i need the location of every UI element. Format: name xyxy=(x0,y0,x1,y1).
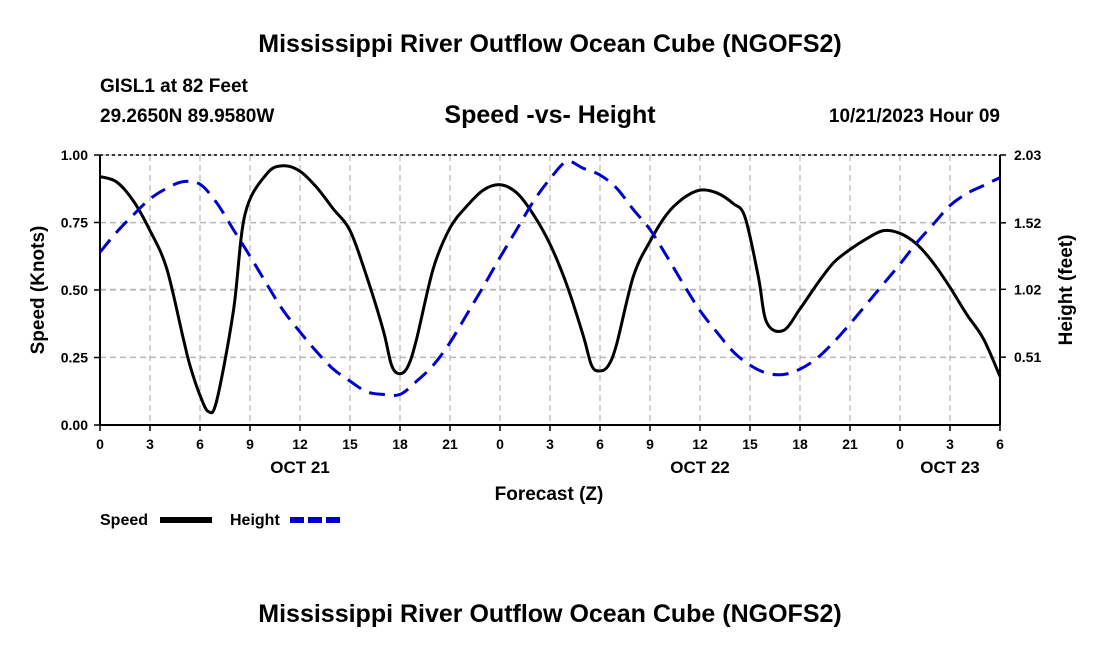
x-tick-label: 0 xyxy=(496,436,504,452)
x-tick-label: 6 xyxy=(596,436,604,452)
x-tick-label: 3 xyxy=(946,436,954,452)
speed-height-chart: 0 3 6 9 12 15 18 21 0 3 6 9 12 15 18 21 0 3 6 OCT 21 OCT 22 O… xyxy=(28,147,1077,529)
x-date-label: OCT 22 xyxy=(670,458,730,477)
x-tick-label: 6 xyxy=(996,436,1004,452)
x-tick-label: 18 xyxy=(392,436,408,452)
x-tick-label: 0 xyxy=(96,436,104,452)
x-tick-label: 9 xyxy=(646,436,654,452)
y2-tick-label: 2.03 xyxy=(1014,147,1041,163)
chart-title: Speed -vs- Height xyxy=(444,101,656,129)
speed-series-line xyxy=(99,164,1002,415)
x-tick-label: 3 xyxy=(546,436,554,452)
location-label: 29.2650N 89.9580W xyxy=(100,106,275,127)
x-tick-label: 12 xyxy=(692,436,708,452)
x-tick-label: 21 xyxy=(442,436,458,452)
y-axis-label: Speed (Knots) xyxy=(28,226,49,355)
y2-tick-label: 1.52 xyxy=(1014,215,1041,231)
x-tick-label: 15 xyxy=(742,436,758,452)
datetime-label: 10/21/2023 Hour 09 xyxy=(828,106,1000,127)
x-axis-label: Forecast (Z) xyxy=(495,484,604,505)
y2-tick-label: 0.51 xyxy=(1014,349,1041,365)
y2-axis-label: Height (feet) xyxy=(1056,235,1077,346)
x-tick-label: 6 xyxy=(196,436,204,452)
axis-layer: 0 3 6 9 12 15 18 21 0 3 6 9 12 15 18 21 0 3 6 OCT 21 OCT 22 O… xyxy=(61,147,1042,477)
x-tick-label: 0 xyxy=(896,436,904,452)
legend-label-speed: Speed xyxy=(100,512,148,529)
legend: Speed Height xyxy=(100,512,342,529)
station-label: GISL1 at 82 Feet xyxy=(100,76,248,97)
x-tick-label: 18 xyxy=(792,436,808,452)
x-tick-label: 15 xyxy=(342,436,358,452)
x-date-label: OCT 23 xyxy=(920,458,980,477)
bottom-title: Mississippi River Outflow Ocean Cube (NG… xyxy=(258,600,842,628)
page-title: Mississippi River Outflow Ocean Cube (NG… xyxy=(258,30,842,58)
grid-layer xyxy=(100,154,1000,425)
x-tick-label: 3 xyxy=(146,436,154,452)
legend-label-height: Height xyxy=(230,512,280,529)
y-tick-label: 0.50 xyxy=(61,282,88,298)
y-tick-label: 0.00 xyxy=(61,417,88,433)
y-tick-label: 0.75 xyxy=(61,215,88,231)
x-date-label: OCT 21 xyxy=(270,458,330,477)
x-tick-label: 21 xyxy=(842,436,858,452)
y-tick-label: 1.00 xyxy=(61,147,88,163)
x-tick-label: 9 xyxy=(246,436,254,452)
y-tick-label: 0.25 xyxy=(61,350,88,366)
series-layer xyxy=(98,159,1002,415)
y2-tick-label: 1.02 xyxy=(1014,281,1041,297)
x-tick-label: 12 xyxy=(292,436,308,452)
